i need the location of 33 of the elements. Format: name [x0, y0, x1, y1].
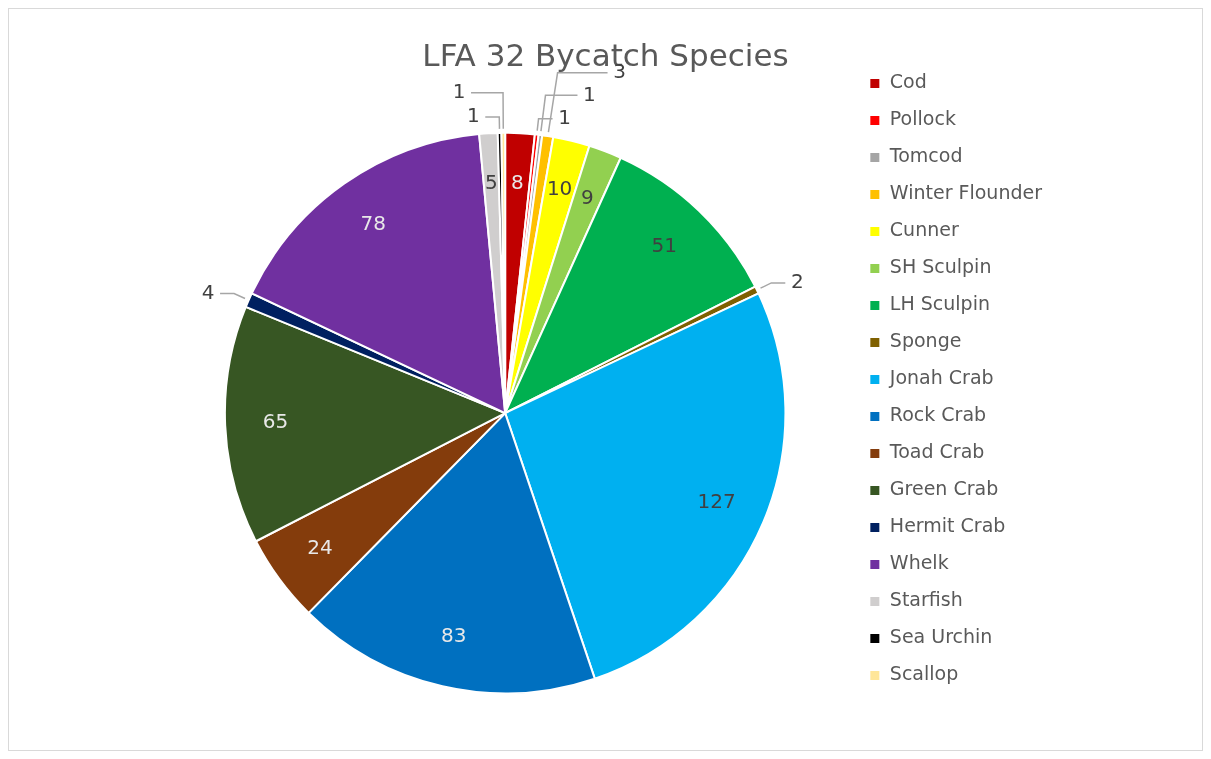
legend-label: SH Sculpin [889, 255, 992, 278]
data-label: 5 [485, 169, 498, 194]
data-label: 1 [558, 104, 571, 129]
data-label: 83 [440, 623, 467, 648]
data-label: 65 [262, 409, 289, 434]
legend-label: Tomcod [888, 144, 963, 167]
legend-label: Jonah Crab [888, 366, 994, 389]
legend-label: Rock Crab [889, 403, 987, 426]
legend-label: Sea Urchin [889, 625, 993, 648]
legend-label: Sponge [889, 329, 962, 352]
legend-label: Pollock [889, 107, 956, 130]
data-label: 10 [546, 176, 573, 201]
data-label: 4 [201, 279, 215, 304]
data-label: 1 [452, 79, 466, 104]
legend-label: LH Sculpin [889, 292, 990, 315]
data-label: 9 [580, 184, 594, 209]
data-label: 1 [466, 103, 480, 128]
data-label: 1 [583, 81, 596, 106]
data-label: 51 [651, 233, 677, 258]
legend-label: Cod [889, 70, 927, 93]
legend-label: Green Crab [889, 477, 999, 500]
legend-label: Cunner [889, 218, 959, 241]
data-label: 2 [790, 269, 804, 294]
legend-label: Hermit Crab [889, 514, 1006, 537]
legend-label: Scallop [889, 662, 959, 685]
legend-label: Toad Crab [888, 440, 985, 463]
data-label: 24 [307, 535, 333, 560]
data-label: 8 [511, 169, 524, 194]
data-label: 127 [697, 489, 736, 514]
data-label: 78 [360, 211, 387, 236]
legend-label: Starfish [889, 588, 963, 611]
legend-label: Winter Flounder [889, 181, 1043, 204]
legend-label: Whelk [889, 551, 949, 574]
